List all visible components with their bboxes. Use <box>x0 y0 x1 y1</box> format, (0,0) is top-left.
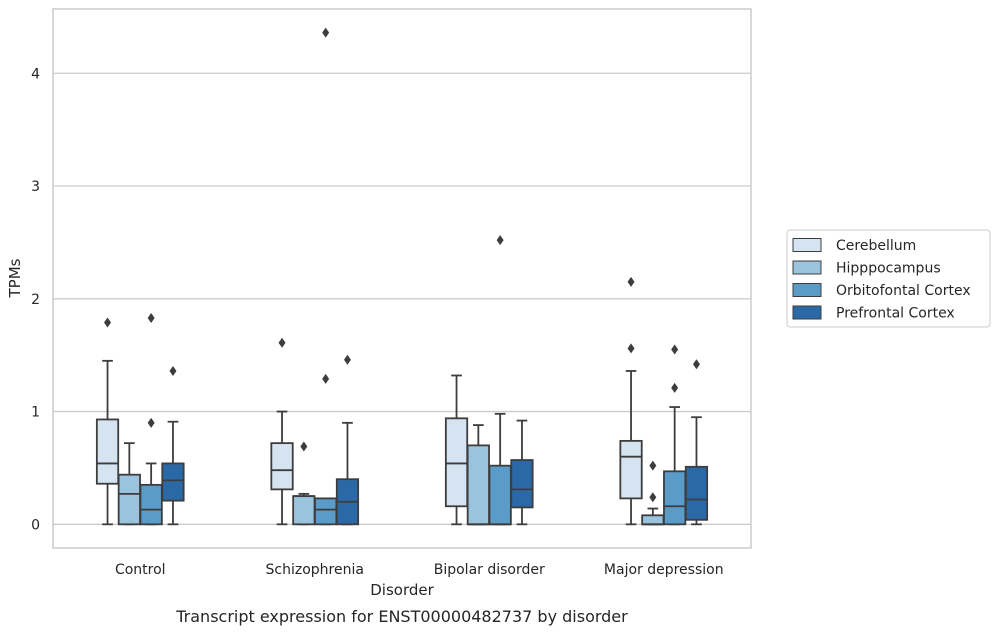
box-iqr <box>139 483 163 526</box>
x-tick-label: Major depression <box>604 562 724 578</box>
box-series <box>95 27 709 526</box>
outlier-point <box>147 312 155 323</box>
legend-swatch <box>792 305 822 320</box>
x-tick-label: Control <box>115 562 166 578</box>
legend-swatch <box>792 260 822 275</box>
y-axis-ticks: 0 1 2 3 4 <box>31 66 40 533</box>
box-iqr <box>466 444 490 526</box>
legend-label: Cerebellum <box>836 238 916 254</box>
outlier-point <box>496 235 504 246</box>
box-group <box>314 27 338 526</box>
legend-label: Orbitofontal Cortex <box>836 283 971 299</box>
x-tick-label: Bipolar disorder <box>434 562 545 578</box>
outlier-point <box>343 354 351 365</box>
plot-area-frame <box>52 8 752 549</box>
box-group <box>641 460 665 526</box>
outlier-point <box>169 365 177 376</box>
box-iqr <box>663 470 687 526</box>
box-group <box>117 442 141 526</box>
box-iqr <box>619 439 643 500</box>
outlier-point <box>322 373 330 384</box>
box-iqr <box>684 465 709 521</box>
chart-caption: Transcript expression for ENST0000048273… <box>175 607 628 626</box>
box-group <box>292 441 316 526</box>
box-iqr <box>488 464 512 526</box>
box-group <box>684 359 709 526</box>
outlier-point <box>671 344 679 355</box>
y-tick-label: 1 <box>31 405 40 421</box>
y-tick-label: 3 <box>31 179 40 195</box>
y-axis-title: TPMs <box>6 258 24 298</box>
box-group <box>619 276 643 526</box>
outlier-point <box>627 276 635 287</box>
box-iqr <box>444 417 469 508</box>
legend-swatch <box>792 238 822 252</box>
box-group <box>270 337 294 526</box>
legend-swatch <box>792 283 822 297</box>
gridlines <box>53 72 751 525</box>
legend-label: Prefrontal Cortex <box>836 306 955 322</box>
box-group <box>161 365 185 526</box>
x-axis-title: Disorder <box>370 581 434 599</box>
outlier-point <box>649 460 657 471</box>
box-iqr <box>117 473 141 526</box>
box-group <box>488 235 512 526</box>
outlier-point <box>322 27 330 38</box>
box-iqr <box>161 462 185 502</box>
box-iqr <box>292 495 316 526</box>
box-group <box>444 374 469 526</box>
legend-frame <box>786 229 991 328</box>
box-iqr <box>510 459 534 509</box>
box-group <box>335 354 360 526</box>
x-tick-label: Schizophrenia <box>266 562 364 578</box>
legend-label: Hipppocampus <box>836 261 941 277</box>
box-group <box>466 424 490 526</box>
outlier-point <box>671 382 679 393</box>
x-axis-ticks: Control Schizophrenia Bipolar disorder Majo… <box>115 562 724 578</box>
y-tick-label: 0 <box>31 517 40 533</box>
y-tick-label: 2 <box>31 292 40 308</box>
box-iqr <box>270 442 294 491</box>
box-group <box>663 344 687 526</box>
box-iqr <box>95 418 120 485</box>
outlier-point <box>104 317 112 328</box>
box-group <box>510 419 534 526</box>
box-group <box>139 312 163 526</box>
outlier-point <box>649 492 657 503</box>
box-iqr <box>314 497 338 526</box>
legend: Cerebellum Hipppocampus Orbitofontal Corte… <box>786 229 991 328</box>
outlier-point <box>147 417 155 428</box>
outlier-point <box>627 343 635 354</box>
outlier-point <box>692 359 700 370</box>
y-tick-label: 4 <box>31 66 40 82</box>
outlier-point <box>300 441 308 452</box>
outlier-point <box>278 337 286 348</box>
box-group <box>95 317 120 526</box>
box-iqr <box>641 514 665 526</box>
